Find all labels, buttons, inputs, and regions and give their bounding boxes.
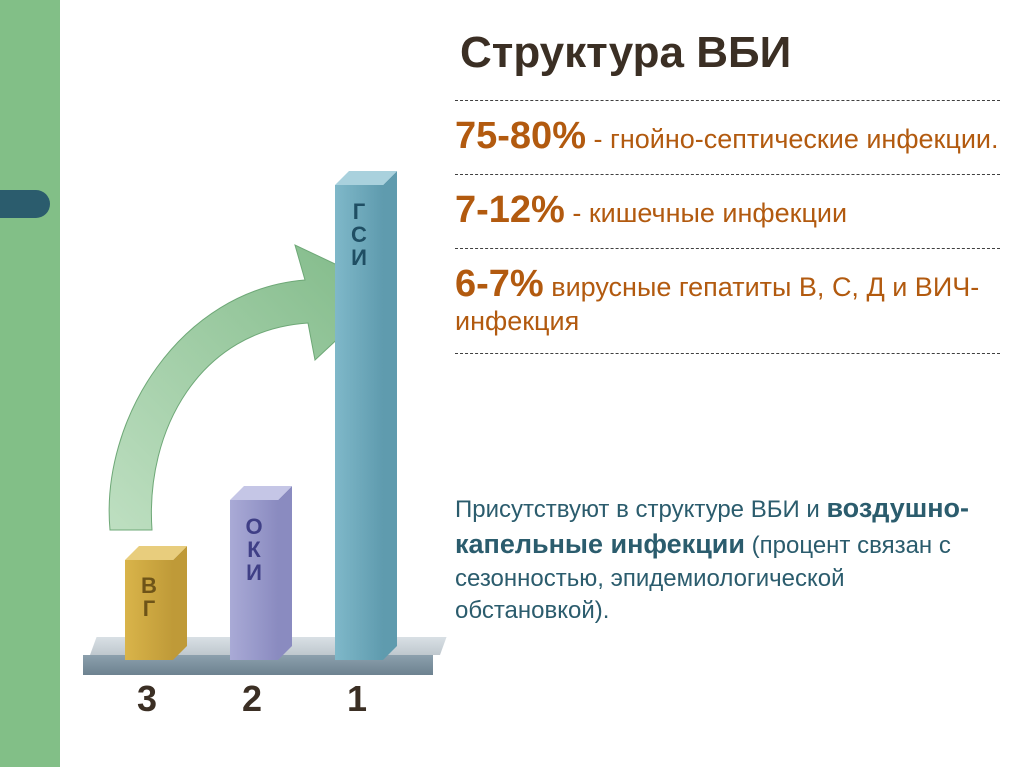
bar-chart: В Г О К И Г С И 3 2 1: [70, 80, 440, 720]
page-title: Структура ВБИ: [460, 28, 791, 78]
axis-number: 3: [137, 678, 157, 720]
bar-label: Г С И: [335, 200, 383, 269]
axis-number: 2: [242, 678, 262, 720]
bar: Г С И: [335, 171, 397, 660]
stat-desc: - гнойно-септические инфекции.: [586, 124, 999, 154]
bar-label: В Г: [125, 574, 173, 620]
bar-label: О К И: [230, 515, 278, 584]
footnote-pre: Присутствуют в структуре ВБИ и: [455, 496, 826, 523]
stats-list: 75-80% - гнойно-септические инфекции.7-1…: [455, 100, 1000, 354]
slide: Структура ВБИ В Г О К И Г С И 3 2 1 75-80% -…: [0, 0, 1024, 767]
stat-percent: 75-80%: [455, 115, 586, 157]
left-stripe: [0, 0, 60, 767]
bar: В Г: [125, 546, 187, 660]
stat-percent: 6-7%: [455, 263, 544, 305]
pill-accent: [0, 190, 50, 218]
stat-row: 75-80% - гнойно-септические инфекции.: [455, 100, 1000, 174]
bar: О К И: [230, 486, 292, 660]
footnote: Присутствуют в структуре ВБИ и воздушно-…: [455, 490, 995, 628]
axis-number: 1: [347, 678, 367, 720]
stat-row: 6-7% вирусные гепатиты В, С, Д и ВИЧ-инф…: [455, 248, 1000, 354]
stat-percent: 7-12%: [455, 189, 565, 231]
stat-desc: - кишечные инфекции: [565, 198, 847, 228]
stat-row: 7-12% - кишечные инфекции: [455, 174, 1000, 248]
